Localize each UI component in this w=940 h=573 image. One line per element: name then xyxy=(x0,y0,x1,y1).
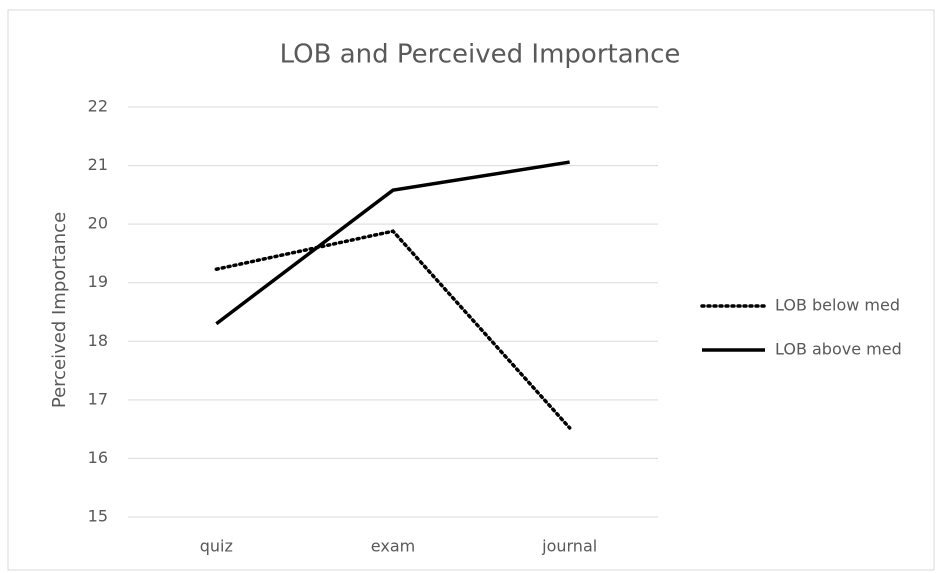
y-tick-label: 22 xyxy=(88,97,108,116)
x-tick-label: journal xyxy=(541,537,597,556)
y-tick-label: 16 xyxy=(88,448,108,467)
y-axis-label: Perceived Importance xyxy=(49,212,70,408)
x-tick-label: quiz xyxy=(200,537,233,556)
y-tick-label: 21 xyxy=(88,155,108,174)
chart-frame xyxy=(7,9,935,571)
x-tick-label: exam xyxy=(371,537,415,556)
y-tick-label: 19 xyxy=(88,272,108,291)
y-tick-label: 20 xyxy=(88,214,108,233)
y-tick-label: 15 xyxy=(88,507,108,526)
chart-title: LOB and Perceived Importance xyxy=(280,40,681,70)
y-tick-label: 18 xyxy=(88,331,108,350)
line-series xyxy=(215,160,570,326)
y-tick-label: 17 xyxy=(88,389,108,408)
line-series xyxy=(214,229,572,430)
legend-label: LOB above med xyxy=(775,340,902,359)
legend-label: LOB below med xyxy=(775,296,900,315)
